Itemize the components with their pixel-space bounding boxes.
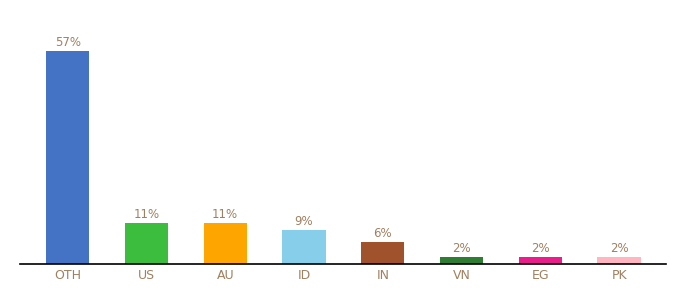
Bar	[203, 223, 247, 264]
Text: 2%: 2%	[531, 242, 549, 255]
Bar	[125, 223, 168, 264]
Bar	[598, 256, 641, 264]
Text: 11%: 11%	[212, 208, 238, 221]
Text: 11%: 11%	[133, 208, 160, 221]
Bar	[361, 242, 405, 264]
Text: 9%: 9%	[294, 215, 313, 229]
Bar	[282, 230, 326, 264]
Bar	[46, 51, 89, 264]
Text: 2%: 2%	[610, 242, 628, 255]
Text: 57%: 57%	[54, 36, 81, 49]
Text: 2%: 2%	[452, 242, 471, 255]
Bar	[440, 256, 483, 264]
Bar	[519, 256, 562, 264]
Text: 6%: 6%	[373, 227, 392, 240]
